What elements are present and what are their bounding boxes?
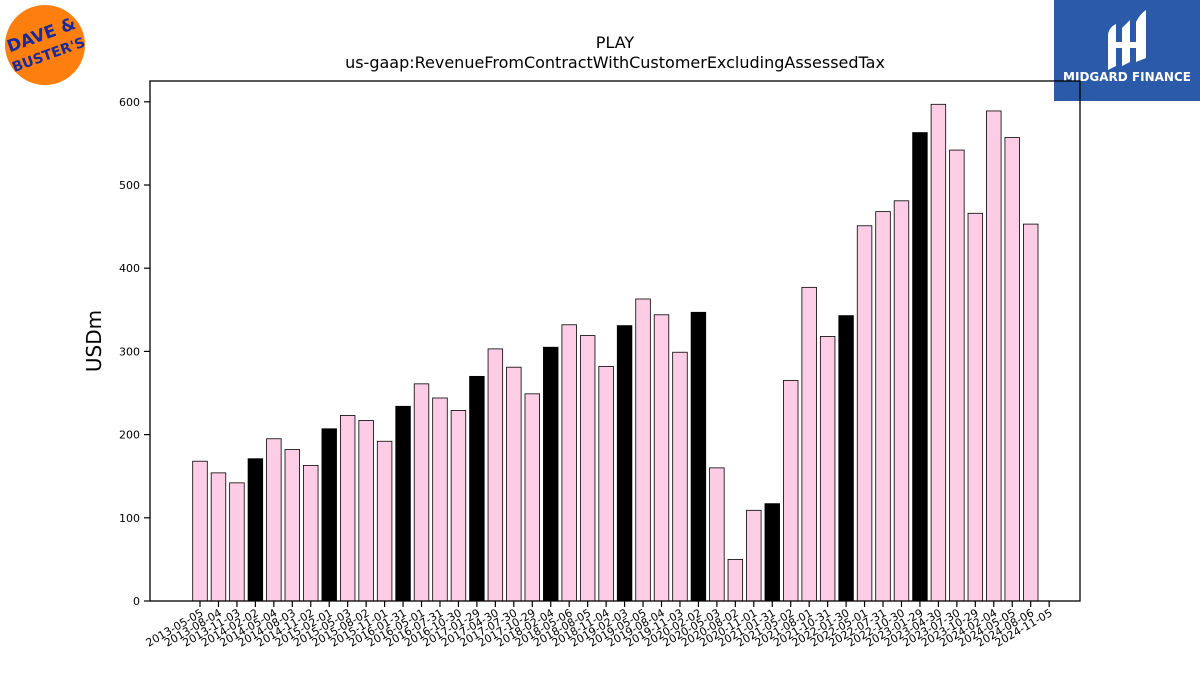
brand-badge: MIDGARD FINANCE	[1054, 0, 1200, 101]
bar-2022-01-30	[838, 315, 854, 602]
bar-2023-01-29	[912, 132, 928, 602]
plot-frame	[149, 80, 1081, 602]
bar-2024-05-05	[1004, 137, 1020, 602]
bar-2015-08-02	[358, 420, 374, 602]
bar-2014-02-02	[247, 458, 264, 602]
bar-2021-05-02	[783, 380, 799, 602]
bar-2017-07-30	[506, 366, 522, 602]
y-tick-label: 300	[119, 345, 140, 358]
bars-layer	[192, 103, 1039, 602]
y-tick-label: 600	[119, 96, 140, 109]
y-tick-label: 100	[119, 512, 140, 525]
bar-2023-04-30	[930, 103, 947, 602]
bar-2020-02-02	[690, 311, 707, 602]
bar-2016-07-31	[432, 397, 448, 602]
bar-2013-11-03	[229, 482, 245, 602]
bar-2023-10-29	[967, 212, 984, 602]
brand-mark-icon	[1108, 10, 1146, 70]
bar-2020-08-02	[727, 559, 744, 602]
y-tick-label: 400	[119, 262, 140, 275]
bar-2023-07-30	[949, 149, 965, 602]
brand-name: MIDGARD FINANCE	[1063, 70, 1191, 84]
bar-2024-08-06	[1023, 223, 1039, 602]
bar-2019-11-03	[672, 351, 688, 602]
bar-2014-05-04	[266, 438, 282, 602]
chart-title: PLAY	[596, 33, 635, 52]
bar-2017-01-29	[469, 375, 485, 602]
bar-2022-07-31	[875, 211, 891, 602]
bar-2018-05-06	[561, 324, 577, 602]
bar-2015-11-01	[376, 440, 393, 602]
bar-2013-05-05	[192, 460, 208, 602]
bar-2018-11-04	[598, 365, 614, 602]
bar-2015-05-03	[339, 415, 356, 602]
y-axis-label: USDm	[82, 310, 106, 372]
bar-2021-08-01	[801, 286, 817, 602]
bar-2018-08-05	[579, 335, 596, 602]
bar-2017-10-29	[524, 393, 540, 602]
logo-circle	[5, 5, 85, 85]
company-logo: DAVE & BUSTER'S	[4, 5, 87, 85]
bar-2021-01-31	[764, 503, 780, 602]
bar-2022-10-30	[893, 200, 910, 602]
bar-2021-10-31	[819, 336, 836, 602]
bar-2020-05-03	[709, 467, 725, 602]
bar-2020-11-01	[746, 509, 762, 602]
bar-2014-08-03	[284, 449, 301, 602]
x-axis-ticks: 2013-05-052013-08-042013-11-032014-02-02…	[144, 601, 1055, 650]
bar-2022-05-01	[856, 225, 873, 602]
y-axis-ticks: 0 100 200 300 400 500 600	[119, 96, 150, 608]
y-tick-label: 200	[119, 429, 140, 442]
bar-2017-04-30	[487, 348, 504, 602]
bar-2016-05-01	[413, 383, 430, 602]
bar-2024-02-04	[986, 110, 1002, 602]
bar-2015-02-01	[321, 428, 337, 602]
y-tick-label: 500	[119, 179, 140, 192]
bar-2018-02-04	[543, 346, 559, 602]
bar-2016-01-31	[395, 405, 411, 602]
bar-2019-05-05	[635, 298, 651, 602]
bar-2013-08-04	[210, 472, 227, 602]
bar-2014-11-02	[303, 464, 319, 602]
bar-2016-10-30	[450, 410, 467, 602]
chart-subtitle: us-gaap:RevenueFromContractWithCustomerE…	[345, 53, 885, 72]
bar-2019-02-03	[616, 325, 633, 602]
bar-2019-08-04	[653, 314, 670, 602]
y-tick-label: 0	[133, 595, 140, 608]
